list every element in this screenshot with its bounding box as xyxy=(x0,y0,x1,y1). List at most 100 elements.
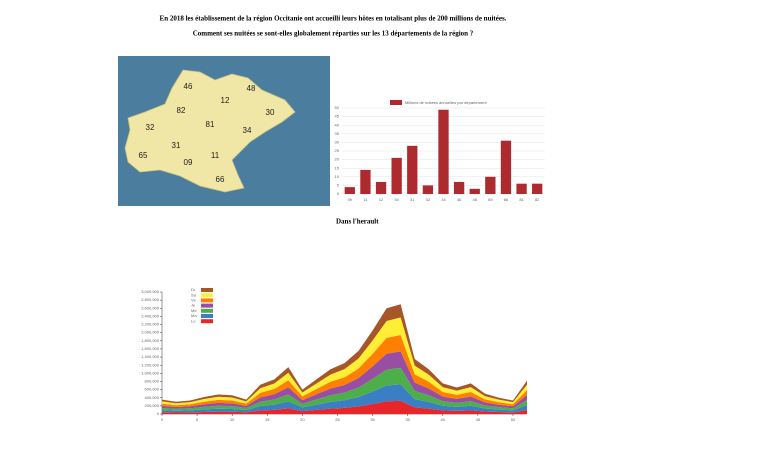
x-tick-label: 48 xyxy=(473,197,478,202)
y-tick-label: 5 xyxy=(337,182,340,187)
area xyxy=(162,367,527,411)
map-label: 32 xyxy=(146,123,155,132)
map-label: 12 xyxy=(221,96,230,105)
x-tick-label: 46 xyxy=(457,197,462,202)
x-tick-label: 15 xyxy=(265,417,270,422)
x-tick-label: 45 xyxy=(476,417,481,422)
x-tick-label: 32 xyxy=(426,197,431,202)
map-label: 11 xyxy=(211,151,220,160)
header-line: En 2018 les établissement de la région O… xyxy=(160,15,507,23)
bar xyxy=(407,145,418,194)
x-tick-label: 09 xyxy=(348,197,353,202)
y-tick-label: 2,600,000 xyxy=(141,305,160,310)
y-tick-label: 2,200,000 xyxy=(141,322,160,327)
y-tick-label: 1,200,000 xyxy=(141,362,160,367)
bar xyxy=(375,181,387,194)
legend-swatch xyxy=(201,314,213,318)
map-label: 09 xyxy=(184,158,193,167)
legend-swatch xyxy=(201,319,213,324)
map-label: 31 xyxy=(172,141,181,150)
y-tick-label: 600,000 xyxy=(145,387,160,392)
y-tick-label: 1,400,000 xyxy=(141,354,160,359)
legend-swatch xyxy=(201,298,213,303)
area xyxy=(162,384,527,413)
bar xyxy=(500,140,512,194)
bar xyxy=(360,169,371,194)
y-tick-label: 20 xyxy=(335,157,340,162)
y-tick-label: 35 xyxy=(335,131,340,136)
area xyxy=(162,351,527,409)
x-tick-label: 82 xyxy=(535,197,540,202)
y-tick-label: 2,800,000 xyxy=(141,297,160,302)
x-tick-label: 11 xyxy=(363,197,368,202)
bar xyxy=(422,185,434,194)
y-tick-label: 800,000 xyxy=(145,379,160,384)
x-tick-label: 40 xyxy=(441,417,446,422)
area xyxy=(162,400,527,414)
map-label: 82 xyxy=(177,106,186,115)
x-tick-label: 81 xyxy=(519,197,524,202)
legend-label: Me xyxy=(191,308,197,313)
x-tick-label: 35 xyxy=(405,417,410,422)
legend-label: Lu xyxy=(191,318,195,323)
subtitle: Dans l'herault xyxy=(336,218,379,226)
y-tick-label: 25 xyxy=(335,148,340,153)
map-label: 46 xyxy=(184,82,193,91)
x-tick-label: 25 xyxy=(335,417,340,422)
x-tick-label: 5 xyxy=(196,417,199,422)
bar xyxy=(438,109,449,194)
map-label: 48 xyxy=(247,84,256,93)
y-tick-label: 400,000 xyxy=(145,395,160,400)
bar xyxy=(532,183,543,194)
legend-label: Millions de nuitées annuelles par départ… xyxy=(405,100,487,105)
legend-label: Sa xyxy=(191,292,197,297)
area xyxy=(162,334,527,408)
legend-swatch xyxy=(201,308,213,313)
x-tick-label: 66 xyxy=(504,197,509,202)
y-tick-label: 1,000,000 xyxy=(141,370,160,375)
y-tick-label: 30 xyxy=(335,139,340,144)
y-tick-label: 1,800,000 xyxy=(141,338,160,343)
y-tick-label: 1,600,000 xyxy=(141,346,160,351)
legend-label: Ma xyxy=(191,313,197,318)
y-tick-label: 10 xyxy=(335,174,340,179)
map-label: 66 xyxy=(216,175,225,184)
legend-swatch xyxy=(201,303,213,308)
legend-swatch xyxy=(390,100,402,105)
y-tick-label: 200,000 xyxy=(145,403,160,408)
y-tick-label: 45 xyxy=(335,114,340,119)
legend-swatch xyxy=(201,293,213,298)
bar xyxy=(485,176,496,194)
bar xyxy=(391,157,402,194)
x-tick-label: 65 xyxy=(488,197,493,202)
map-label: 34 xyxy=(243,126,252,135)
y-tick-label: 40 xyxy=(335,122,340,127)
x-tick-label: 30 xyxy=(394,197,399,202)
legend-label: Ve xyxy=(191,297,196,302)
x-tick-label: 34 xyxy=(441,197,446,202)
y-tick-label: 50 xyxy=(335,105,340,110)
bar xyxy=(516,183,527,194)
area xyxy=(162,317,527,406)
y-tick-label: 2,400,000 xyxy=(141,313,160,318)
header-line: Comment ses nuitées se sont-elles global… xyxy=(193,30,474,38)
y-tick-label: 0 xyxy=(337,191,340,196)
map-label: 81 xyxy=(206,120,215,129)
bar xyxy=(453,181,465,194)
y-tick-label: 2,000,000 xyxy=(141,330,160,335)
map-label: 65 xyxy=(139,151,148,160)
y-tick-label: 3,000,000 xyxy=(141,289,160,294)
x-tick-label: 31 xyxy=(410,197,415,202)
y-tick-label: 0 xyxy=(157,411,160,416)
x-tick-label: 50 xyxy=(511,417,516,422)
legend-label: Je xyxy=(191,303,196,308)
map-region xyxy=(124,69,296,193)
x-tick-label: 0 xyxy=(161,417,164,422)
x-tick-label: 10 xyxy=(230,417,235,422)
x-tick-label: 30 xyxy=(370,417,375,422)
bar xyxy=(469,188,480,194)
x-tick-label: 12 xyxy=(379,197,384,202)
y-tick-label: 15 xyxy=(335,165,340,170)
